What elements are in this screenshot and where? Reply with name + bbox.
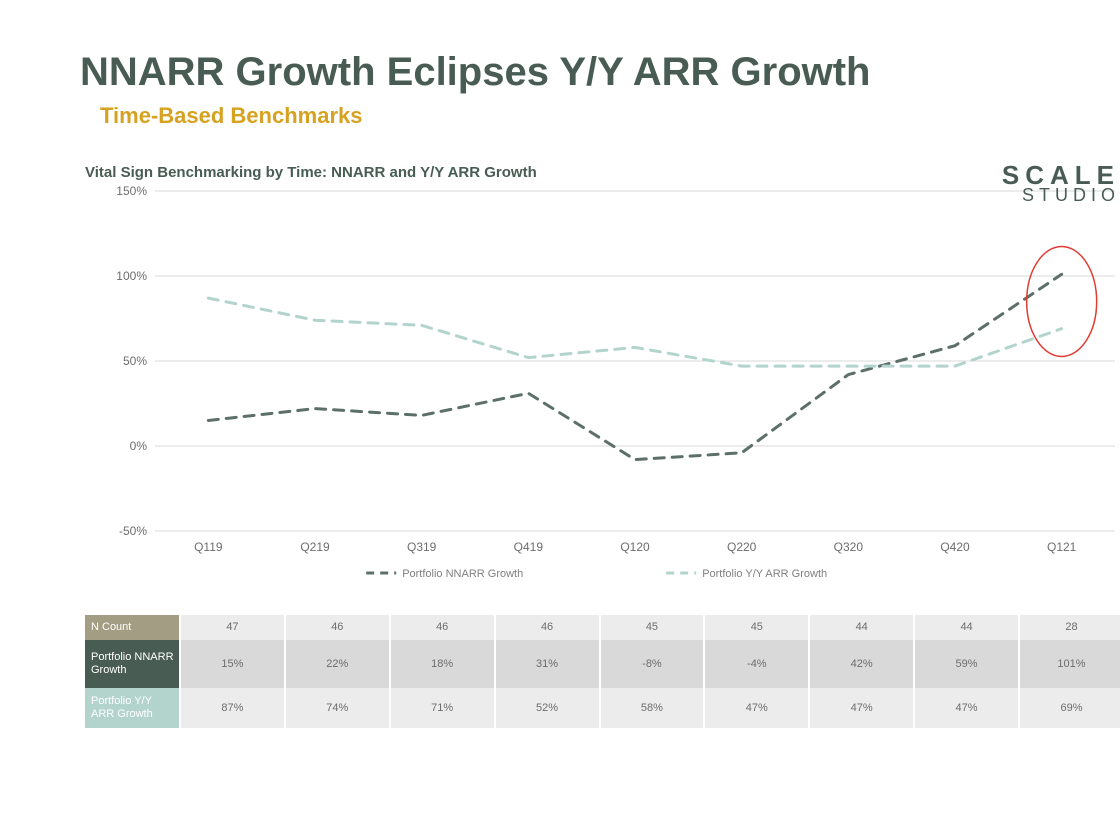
svg-text:Q319: Q319 — [407, 540, 437, 554]
legend: Portfolio NNARR Growth Portfolio Y/Y ARR … — [366, 568, 827, 580]
table-cell: 101% — [1019, 640, 1120, 688]
table-cell: 47 — [180, 615, 285, 640]
table-cell: 31% — [495, 640, 600, 688]
table-cell: 45 — [704, 615, 809, 640]
svg-text:Q219: Q219 — [300, 540, 330, 554]
svg-text:Q121: Q121 — [1047, 540, 1077, 554]
svg-text:Q419: Q419 — [514, 540, 544, 554]
svg-text:Q220: Q220 — [727, 540, 757, 554]
chart-block: Vital Sign Benchmarking by Time: NNARR a… — [85, 164, 1120, 728]
table-cell: 44 — [914, 615, 1019, 640]
table-row: Portfolio Y/Y ARR Growth87%74%71%52%58%4… — [85, 688, 1120, 728]
brand-logo: SCALE STUDIO — [1002, 164, 1120, 204]
series-line — [208, 298, 1061, 366]
table-cell: 44 — [809, 615, 914, 640]
table-cell: 18% — [390, 640, 495, 688]
svg-text:150%: 150% — [116, 184, 147, 198]
table-cell: 47% — [704, 688, 809, 728]
page-title: NNARR Growth Eclipses Y/Y ARR Growth — [80, 50, 1120, 95]
table-cell: -4% — [704, 640, 809, 688]
table-cell: 71% — [390, 688, 495, 728]
series-line — [208, 274, 1061, 459]
svg-text:Q320: Q320 — [834, 540, 864, 554]
table-row: Portfolio NNARR Growth15%22%18%31%-8%-4%… — [85, 640, 1120, 688]
slide: NNARR Growth Eclipses Y/Y ARR Growth Tim… — [0, 0, 1120, 728]
table-cell: 15% — [180, 640, 285, 688]
row-header: Portfolio NNARR Growth — [85, 640, 180, 688]
table-cell: 52% — [495, 688, 600, 728]
svg-text:Portfolio Y/Y ARR Growth: Portfolio Y/Y ARR Growth — [702, 568, 827, 580]
svg-text:Portfolio NNARR Growth: Portfolio NNARR Growth — [402, 568, 523, 580]
table-cell: 28 — [1019, 615, 1120, 640]
svg-text:100%: 100% — [116, 269, 147, 283]
table-cell: 47% — [809, 688, 914, 728]
table-cell: 87% — [180, 688, 285, 728]
table-cell: 58% — [600, 688, 705, 728]
line-chart: -50% 0% 50% 100% 150% Q119 Q219 Q319 Q419 Q120 Q22… — [85, 181, 1120, 611]
table-cell: -8% — [600, 640, 705, 688]
table-cell: 22% — [285, 640, 390, 688]
table-row: N Count474646464545444428 — [85, 615, 1120, 640]
table-cell: 45 — [600, 615, 705, 640]
table-cell: 46 — [495, 615, 600, 640]
page-subtitle: Time-Based Benchmarks — [100, 103, 1120, 129]
row-header: N Count — [85, 615, 180, 640]
svg-text:50%: 50% — [123, 354, 147, 368]
row-header: Portfolio Y/Y ARR Growth — [85, 688, 180, 728]
svg-text:Q120: Q120 — [620, 540, 650, 554]
svg-text:-50%: -50% — [119, 524, 147, 538]
table-cell: 42% — [809, 640, 914, 688]
table-cell: 74% — [285, 688, 390, 728]
table-cell: 69% — [1019, 688, 1120, 728]
data-table: N Count474646464545444428Portfolio NNARR… — [85, 615, 1120, 728]
logo-line1: SCALE — [1002, 164, 1120, 187]
svg-text:Q119: Q119 — [194, 540, 223, 554]
table-cell: 47% — [914, 688, 1019, 728]
chart-title: Vital Sign Benchmarking by Time: NNARR a… — [85, 164, 1120, 181]
svg-text:Q420: Q420 — [940, 540, 970, 554]
svg-text:0%: 0% — [130, 439, 148, 453]
table-cell: 59% — [914, 640, 1019, 688]
highlight-ellipse — [1027, 247, 1097, 357]
table-cell: 46 — [390, 615, 495, 640]
table-cell: 46 — [285, 615, 390, 640]
